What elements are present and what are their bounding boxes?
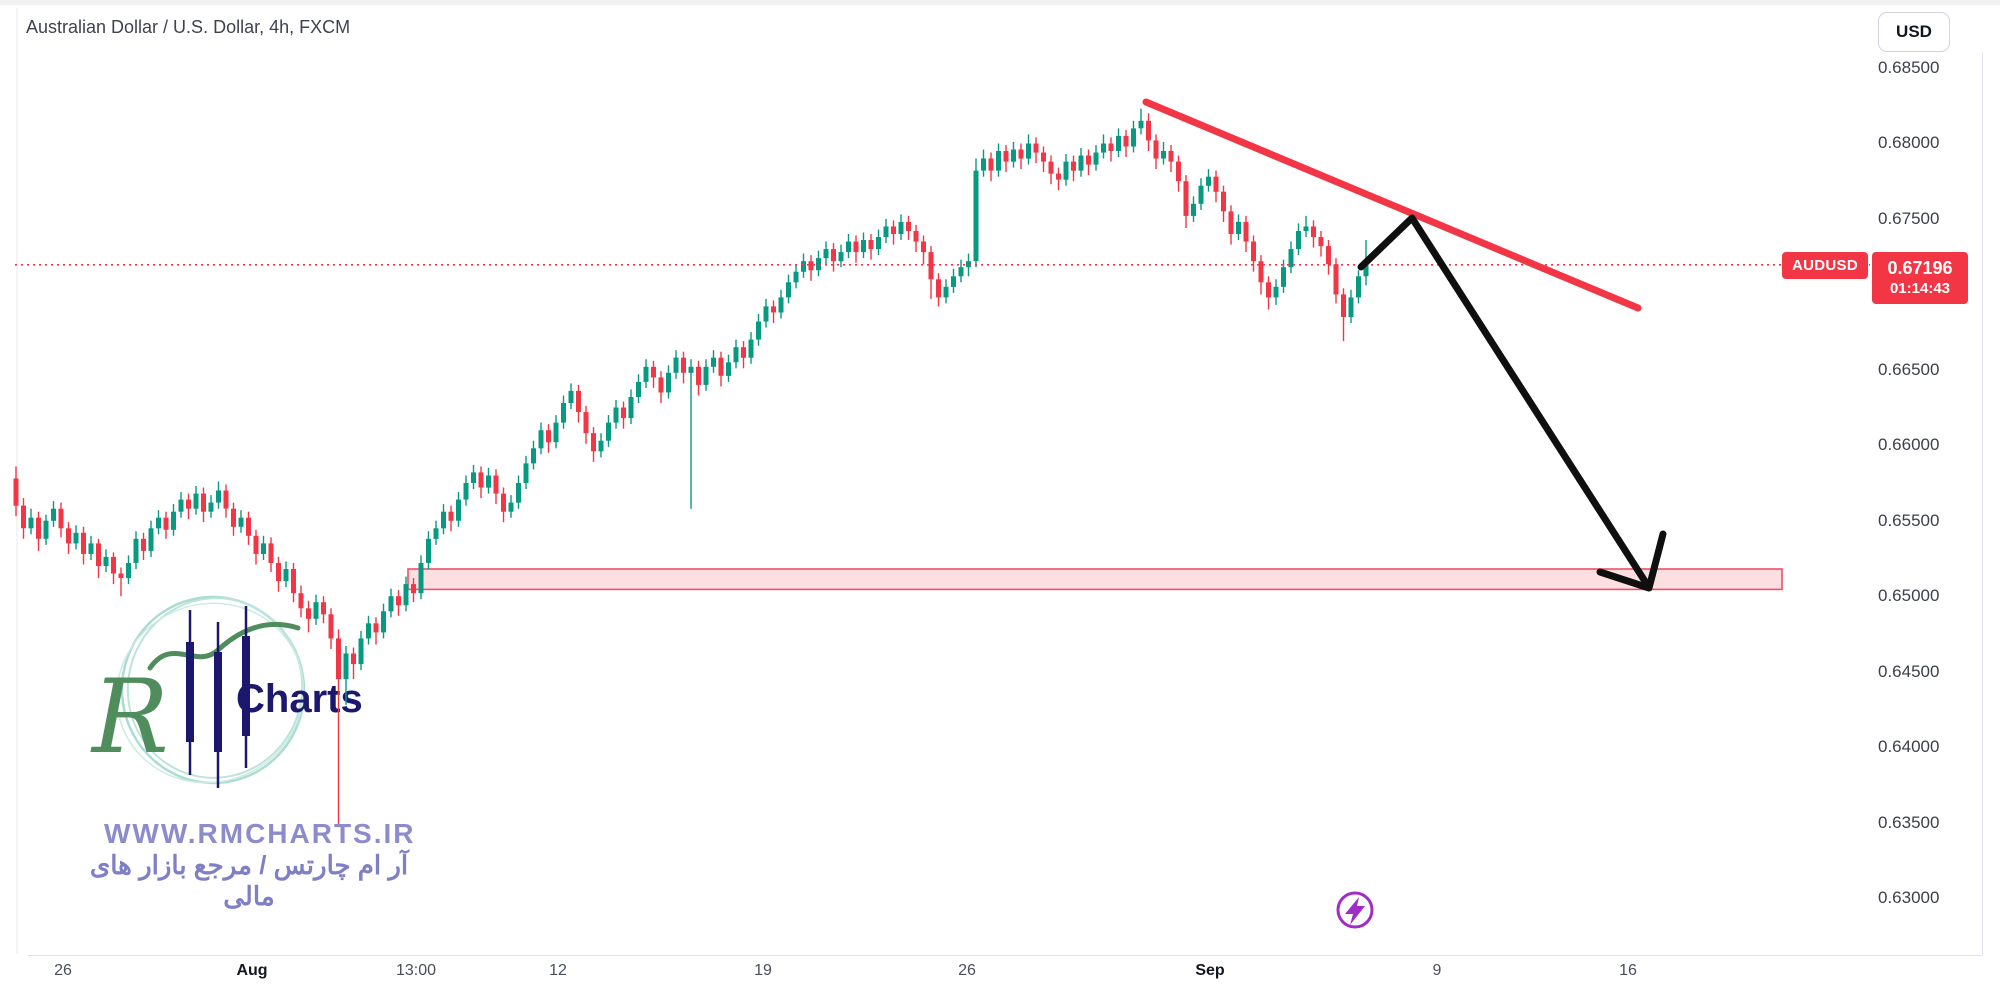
time-tick-label: 16 [1619, 962, 1637, 979]
time-tick-label: 9 [1432, 962, 1442, 979]
trendline[interactable] [1142, 98, 1642, 312]
time-tick-label: 13:00 [395, 962, 437, 979]
price-tick-label: 0.64500 [1878, 661, 1940, 681]
last-price-value: 0.67196 [1887, 258, 1953, 279]
symbol-price-flag: AUDUSD [1782, 251, 1868, 279]
time-tick-label: 19 [754, 962, 772, 979]
time-tick-label: 26 [958, 962, 976, 979]
price-tick-label: 0.65000 [1878, 586, 1940, 606]
price-tick-label: 0.66000 [1878, 435, 1940, 455]
price-axis-border [1982, 52, 1983, 955]
time-tick-label: 12 [549, 962, 567, 979]
lightning-icon[interactable] [1336, 891, 1374, 929]
brand-logo: R Charts [90, 595, 363, 788]
price-tick-label: 0.65500 [1878, 510, 1940, 530]
svg-text:R: R [90, 658, 169, 777]
price-tick-label: 0.66500 [1878, 359, 1940, 379]
time-tick-label: 26 [54, 962, 72, 979]
price-tick-label: 0.68000 [1878, 133, 1940, 153]
top-divider [0, 0, 2000, 5]
price-tick-label: 0.64000 [1878, 737, 1940, 757]
time-tick-label: Sep [1195, 962, 1225, 979]
time-axis-border [28, 955, 1982, 956]
price-tick-label: 0.63000 [1878, 887, 1940, 907]
price-tick-label: 0.67500 [1878, 208, 1940, 228]
symbol-title: Australian Dollar / U.S. Dollar, 4h, FXC… [26, 17, 351, 37]
time-tick-label: Aug [236, 962, 268, 979]
currency-toggle-button[interactable]: USD [1878, 12, 1950, 52]
watermark-persian-text: آر ام چارتس / مرجع بازار های مالی [89, 850, 409, 911]
price-tick-label: 0.63500 [1878, 812, 1940, 832]
price-tick-label: 0.68500 [1878, 58, 1940, 77]
projection-arrow[interactable] [1357, 214, 1667, 592]
support-zone[interactable] [407, 568, 1783, 591]
watermark-url: WWW.RMCHARTS.IR [104, 818, 416, 849]
bar-countdown: 01:14:43 [1889, 279, 1951, 297]
svg-text:Charts: Charts [236, 677, 363, 721]
last-price-countdown-badge: 0.67196 01:14:43 [1872, 251, 1968, 304]
candles [13, 108, 1369, 826]
